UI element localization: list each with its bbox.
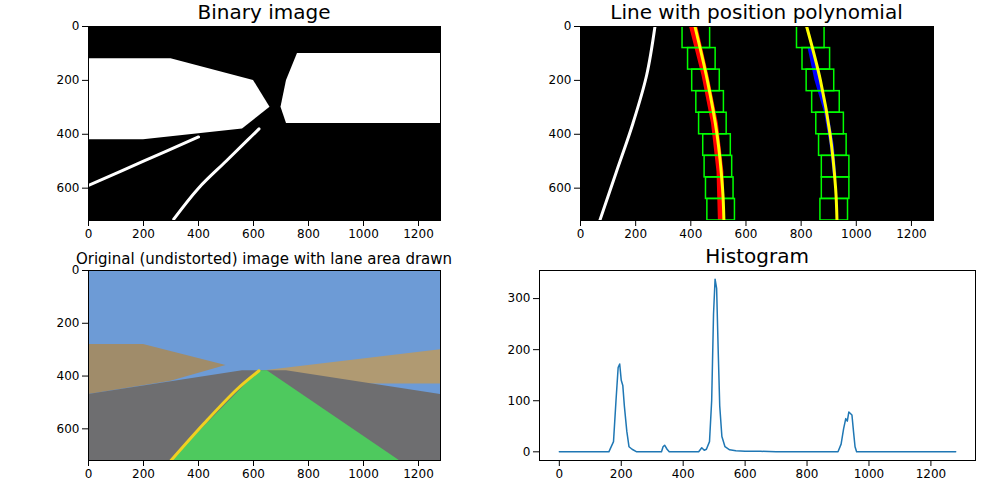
svg-text:200: 200 xyxy=(132,227,155,241)
svg-text:200: 200 xyxy=(610,467,633,481)
svg-text:0: 0 xyxy=(72,263,80,277)
svg-text:800: 800 xyxy=(790,227,813,241)
svg-text:600: 600 xyxy=(57,181,80,195)
svg-text:0: 0 xyxy=(72,19,80,33)
svg-text:0: 0 xyxy=(564,19,572,33)
svg-text:800: 800 xyxy=(297,467,320,481)
svg-text:400: 400 xyxy=(57,369,80,383)
svg-text:600: 600 xyxy=(242,467,265,481)
svg-text:200: 200 xyxy=(624,227,647,241)
svg-text:1000: 1000 xyxy=(348,227,379,241)
svg-text:600: 600 xyxy=(57,422,80,436)
svg-text:1200: 1200 xyxy=(403,227,434,241)
svg-text:400: 400 xyxy=(57,127,80,141)
html-text:Binary image: Binary image xyxy=(197,0,331,24)
svg-text:800: 800 xyxy=(796,467,819,481)
svg-text:0: 0 xyxy=(523,445,531,459)
svg-text:400: 400 xyxy=(679,227,702,241)
svg-text:300: 300 xyxy=(508,291,531,305)
svg-text:1000: 1000 xyxy=(854,467,885,481)
svg-text:200: 200 xyxy=(508,343,531,357)
svg-text:200: 200 xyxy=(57,316,80,330)
html-text:Histogram: Histogram xyxy=(705,244,809,268)
svg-text:200: 200 xyxy=(132,467,155,481)
svg-text:0: 0 xyxy=(577,227,585,241)
svg-text:0: 0 xyxy=(85,467,93,481)
svg-text:0: 0 xyxy=(85,227,93,241)
svg-text:400: 400 xyxy=(187,227,210,241)
svg-text:200: 200 xyxy=(57,73,80,87)
svg-text:400: 400 xyxy=(187,467,210,481)
svg-text:1200: 1200 xyxy=(896,227,927,241)
html-text:Line with position polynomial: Line with position polynomial xyxy=(610,0,903,24)
svg-text:400: 400 xyxy=(672,467,695,481)
svg-text:200: 200 xyxy=(549,73,572,87)
svg-text:600: 600 xyxy=(242,227,265,241)
svg-text:600: 600 xyxy=(734,467,757,481)
html-text:Original (undistorted) image w: Original (undistorted) image with lane a… xyxy=(75,250,453,268)
svg-text:1000: 1000 xyxy=(841,227,872,241)
svg-text:1000: 1000 xyxy=(348,467,379,481)
svg-text:100: 100 xyxy=(508,394,531,408)
svg-text:800: 800 xyxy=(297,227,320,241)
svg-text:0: 0 xyxy=(555,467,563,481)
svg-text:600: 600 xyxy=(549,181,572,195)
svg-text:1200: 1200 xyxy=(403,467,434,481)
svg-text:600: 600 xyxy=(735,227,758,241)
svg-text:1200: 1200 xyxy=(916,467,947,481)
svg-text:400: 400 xyxy=(549,127,572,141)
